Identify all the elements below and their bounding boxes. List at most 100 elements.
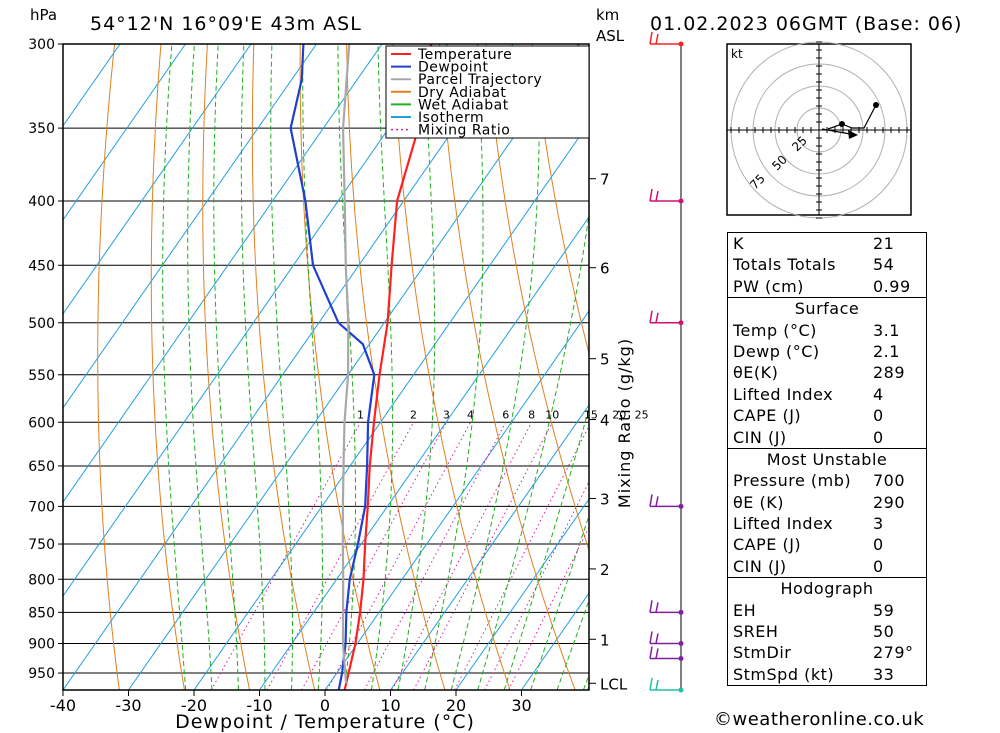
legend-label: Wet Adiabat [418,97,509,113]
x-tick-label: 20 [446,696,466,715]
wind-barb-flag [655,190,659,202]
section-title: Hodograph [780,579,874,599]
index-row: Lifted Index 4 [728,384,926,405]
wind-barb-flag [649,600,653,613]
index-row-pw: PW (cm) 0.99 [728,276,926,297]
wind-barb-flag [655,633,659,644]
mixing-ratio-line [391,422,533,690]
index-row-k: K 21 [728,233,926,254]
wind-barb-flag [649,188,653,202]
wind-barb-dot [678,320,684,326]
dry-adiabat-line [438,44,576,690]
index-label: SREH [733,622,779,642]
isotherm-line [63,44,121,127]
pressure-tick-label: 800 [28,572,55,588]
index-row: Pressure (mb) 700 [728,470,926,491]
dry-adiabat-line [97,44,120,690]
index-value: 290 [873,492,906,512]
wet-adiabat-line [270,44,293,690]
dry-adiabat-line [251,44,316,690]
index-label: CIN (J) [733,427,787,447]
index-row: θE(K) 289 [728,362,926,383]
wind-barb-dot [678,641,684,647]
isotherm-line [455,498,589,690]
legend-label: Temperature [417,47,512,63]
index-value: 2.1 [873,341,900,361]
wet-adiabat-line [213,44,239,690]
index-label: Dewp (°C) [733,341,820,361]
isotherm-line [63,44,186,221]
index-row: SREH 50 [728,621,926,642]
mixing-ratio-line [301,422,447,690]
isotherm-line [390,404,589,690]
pressure-tick-label: 900 [28,637,55,653]
wet-adiabat-line [302,44,323,690]
wind-barb-flag [655,496,659,507]
hodograph-point [839,121,845,127]
pressure-tick-label: 300 [28,37,55,53]
dry-adiabat-line [299,44,381,690]
isotherm-line [63,44,514,690]
hodograph-trace [827,104,877,130]
index-value: 50 [873,622,895,642]
legend-label: Isotherm [418,110,484,126]
mixing-ratio-label: 3 [443,408,450,421]
legend-label: Dry Adiabat [418,85,506,101]
wet-adiabat-line [424,44,484,690]
index-label: CIN (J) [733,556,787,576]
x-tick-label: -10 [246,696,272,715]
surface-section: Surface Temp (°C) 3.1 Dewp (°C) 2.1 θE(K) 2… [727,297,927,449]
wind-barb-flag [649,646,653,659]
wind-barb-dot [678,687,684,693]
indices-panel: K 21 Totals Totals 54 PW (cm) 0.99 Surface … [727,232,927,703]
chart-axes: 1 2 3 4 6 8 10 15 20 2530035040045050055060065070… [28,37,648,715]
x-tick-label: -20 [181,696,207,715]
hodograph-point [873,102,879,108]
hpa-axis-label: hPa [30,6,57,24]
index-label: PW (cm) [733,276,804,296]
asl-label: ASL [596,27,625,45]
pressure-tick-label: 850 [28,605,55,621]
wind-barb-flag [655,312,659,323]
series-dewpoint [289,44,376,690]
index-label: StmSpd (kt) [733,664,835,684]
index-value: 33 [873,664,895,684]
mixing-ratio-label: 10 [545,408,559,421]
index-label: Lifted Index [733,514,834,534]
pressure-tick-label: 950 [28,666,55,682]
mixing-ratio-line [364,422,507,690]
index-value: 4 [873,384,884,404]
pressure-tick-label: 450 [28,258,55,274]
index-label: Temp (°C) [733,320,817,340]
pressure-tick-label: 400 [28,194,55,210]
km-tick-label: 3 [600,491,610,509]
index-row: Temp (°C) 3.1 [728,320,926,341]
mixing-ratio-line [266,422,414,690]
index-label: θE (K) [733,492,784,512]
x-tick-label: -40 [50,696,76,715]
index-label: CAPE (J) [733,406,802,426]
copyright-link[interactable]: ©weatheronline.co.uk [714,709,925,730]
mixing-ratio-label: 4 [467,408,474,421]
isotherm-line [63,44,252,315]
series-temperature [343,44,433,690]
index-label: θE(K) [733,363,779,383]
km-tick-label: 1 [600,631,610,649]
pressure-tick-label: 700 [28,499,55,515]
pressure-tick-label: 650 [28,459,55,475]
km-tick-label: 5 [600,351,610,369]
wet-adiabat-line [370,44,394,690]
dry-adiabat-line [346,44,446,690]
mixing-ratio-line [508,526,589,690]
wet-adiabat-line [162,44,187,690]
mixing-ratio-label: 20 [612,408,626,421]
wet-adiabat-line [450,44,540,690]
general-indices: K 21 Totals Totals 54 PW (cm) 0.99 [727,232,927,299]
index-value: 700 [873,471,906,491]
index-label: K [733,234,744,253]
index-value: 21 [873,234,895,253]
index-label: Pressure (mb) [733,471,852,491]
x-tick-label: 0 [320,696,330,715]
